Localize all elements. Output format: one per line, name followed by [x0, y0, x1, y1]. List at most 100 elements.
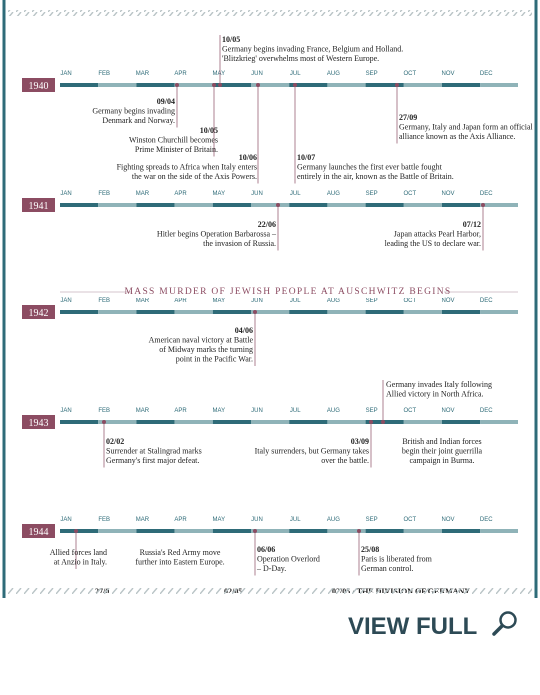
event-text: Fighting spreads to Africa when Italy en… [117, 163, 257, 172]
timeline-bar [480, 203, 518, 207]
timeline-bar [403, 203, 442, 207]
event-text: the war on the side of the Axis Powers. [132, 172, 257, 181]
timeline-bar [136, 529, 175, 533]
timeline-bar [136, 310, 175, 314]
event-text: Winston Churchill becomes [129, 136, 218, 145]
month-label: MAR [136, 191, 150, 197]
event-text: Germany invades Italy following [386, 380, 492, 389]
timeline-bar [60, 203, 99, 207]
event-text: the invasion of Russia. [203, 239, 276, 248]
month-label: NOV [441, 191, 454, 197]
month-label: FEB [98, 298, 110, 304]
event-marker [175, 83, 179, 87]
event-text: Germany launches the first ever battle f… [297, 163, 443, 172]
timeline-bar [60, 310, 99, 314]
timeline-bar [251, 310, 290, 314]
view-full-button[interactable]: VIEW FULL [348, 611, 517, 641]
event-text: Prime Minister of Britain. [135, 145, 218, 154]
event-date: 06/06 [257, 545, 275, 554]
month-label: JUN [251, 298, 263, 304]
month-label: FEB [98, 408, 110, 414]
search-icon-handle[interactable] [492, 624, 504, 636]
timeline-bar [251, 203, 290, 207]
event-text: of Midway marks the turning [159, 345, 253, 354]
top-edge [8, 10, 532, 16]
timeline-bar [289, 420, 328, 424]
timeline-bar [60, 529, 99, 533]
search-icon[interactable] [499, 611, 517, 629]
month-label: JUN [251, 408, 263, 414]
timeline-bar [98, 420, 137, 424]
year-label: 1940 [29, 81, 49, 92]
year-label: 1941 [29, 201, 49, 212]
event-marker [293, 83, 297, 87]
year-tag [22, 198, 55, 212]
event-text: Russia's Red Army move [140, 548, 221, 557]
year-tag [22, 415, 55, 429]
timeline-bar [212, 83, 251, 87]
timeline-bar [174, 83, 213, 87]
event-marker [369, 420, 373, 424]
timeline-bar [98, 529, 137, 533]
timeline-bar [327, 203, 366, 207]
timeline-bar [442, 83, 481, 87]
event-marker [481, 203, 485, 207]
month-label: SEP [366, 408, 378, 414]
event-text: Japan attacks Pearl Harbor, [394, 230, 481, 239]
button-label[interactable]: VIEW FULL [348, 613, 477, 640]
timeline-bar [136, 420, 175, 424]
timeline-bar [403, 83, 442, 87]
timeline-bar [212, 529, 251, 533]
event-date: 03/09 [351, 437, 369, 446]
month-label: MAR [136, 408, 150, 414]
month-label: MAY [213, 71, 226, 77]
timeline-bar [212, 310, 251, 314]
timeline-bar [442, 420, 481, 424]
month-label: DEC [480, 71, 493, 77]
timeline-bar [442, 310, 481, 314]
year-tag [22, 78, 55, 92]
month-label: DEC [480, 408, 493, 414]
month-label: APR [174, 408, 187, 414]
month-label: DEC [480, 517, 493, 523]
year-label: 1944 [29, 527, 49, 538]
event-text: Paris is liberated from [361, 555, 433, 564]
year-tag [22, 305, 55, 319]
year-label: 1943 [29, 418, 49, 429]
event-date: 07/12 [463, 220, 481, 229]
event-text: Denmark and Norway. [102, 116, 175, 125]
event-marker [256, 83, 260, 87]
event-text: German control. [361, 564, 413, 573]
event-text: Germany begins invading [92, 107, 175, 116]
event-text: over the battle. [321, 456, 369, 465]
month-label: JUL [290, 408, 301, 414]
month-label: FEB [98, 71, 110, 77]
month-label: DEC [480, 191, 493, 197]
month-label: OCT [403, 298, 416, 304]
month-label: DEC [480, 298, 493, 304]
event-marker [276, 203, 280, 207]
month-label: NOV [441, 517, 454, 523]
timeline-bar [136, 203, 175, 207]
timeline-bar [98, 310, 137, 314]
month-label: FEB [98, 191, 110, 197]
event-text: American naval victory at Battle [149, 336, 254, 345]
month-label: AUG [327, 298, 340, 304]
month-label: MAR [136, 517, 150, 523]
timeline-bar [480, 529, 518, 533]
banner-bg [132, 284, 444, 298]
event-text: – D-Day. [256, 564, 286, 573]
timeline-bar [327, 310, 366, 314]
event-text: alliance known as the Axis Alliance. [399, 132, 515, 141]
month-label: OCT [403, 517, 416, 523]
month-label: SEP [366, 298, 378, 304]
year-label: 1942 [29, 308, 49, 319]
event-marker [395, 83, 399, 87]
month-label: JUL [290, 517, 301, 523]
event-text: at Anzio in Italy. [54, 558, 107, 567]
timeline-bar [60, 420, 99, 424]
event-text: Hitler begins Operation Barbarossa – [157, 230, 277, 239]
timeline-bar [212, 203, 251, 207]
month-label: FEB [98, 517, 110, 523]
